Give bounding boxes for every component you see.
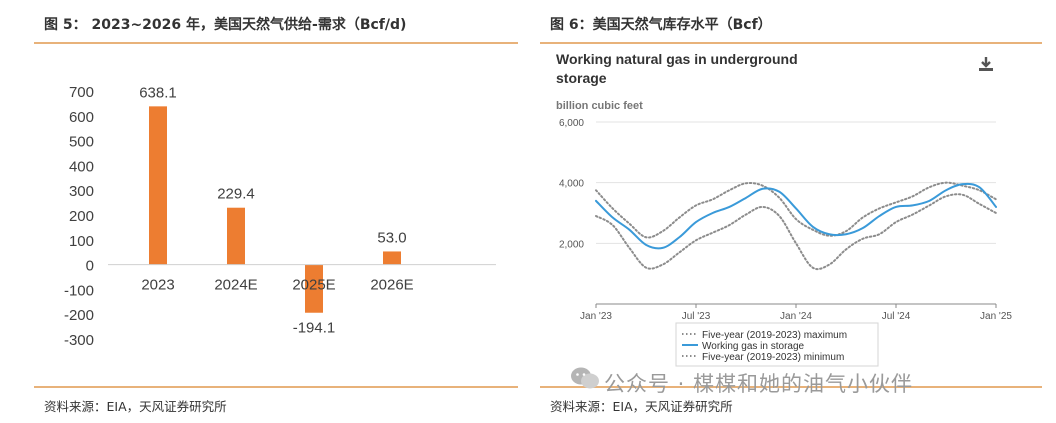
data-label: 229.4 [217, 186, 255, 203]
y-tick-label: 4,000 [559, 179, 584, 190]
series-line-2 [595, 193, 997, 271]
figure5-panel: 图 5： 2023~2026 年，美国天然气供给-需求（Bcf/d) 700 60… [34, 17, 518, 414]
y-tick-label: 0 [86, 258, 94, 275]
figure5-bar-chart: 700 600 500 400 300 200 100 0 -100 -200 -300 638.1 2… [64, 84, 496, 349]
figure6-line-chart: Working natural gas in underground storag… [556, 51, 1012, 367]
y-tick-label: 600 [69, 109, 94, 126]
bar-2024E [227, 207, 245, 265]
y-tick-label: 2,000 [559, 239, 584, 250]
y-tick-label: 200 [69, 208, 94, 225]
data-label: 53.0 [377, 229, 406, 246]
y-tick-label: 700 [69, 84, 94, 101]
x-tick-label: Jul '24 [882, 311, 911, 322]
x-tick-label: Jul '23 [682, 311, 711, 322]
x-tick-label: 2023 [141, 277, 174, 294]
x-tick-label: Jan '24 [780, 311, 812, 322]
figure6-source: 资料来源：EIA，天风证券研究所 [550, 399, 733, 414]
x-tick-label: 2024E [214, 277, 257, 294]
figure6-title: 图 6：美国天然气库存水平（Bcf） [550, 17, 772, 33]
x-tick-label: Jan '25 [980, 311, 1012, 322]
x-tick-label: Jan '23 [580, 311, 612, 322]
y-tick-label: 500 [69, 134, 94, 151]
legend-label: Five-year (2019-2023) maximum [702, 330, 847, 341]
y-tick-label: 100 [69, 233, 94, 250]
figure6-panel: 图 6：美国天然气库存水平（Bcf） Working natural gas i… [528, 0, 1056, 423]
figure6-top-rule [540, 42, 1042, 44]
y-axis-label: billion cubic feet [556, 100, 643, 112]
watermark: 公众号 · 楳楳和她的油气小伙伴 [604, 372, 914, 396]
figure5-source: 资料来源：EIA，天风证券研究所 [44, 399, 227, 414]
legend-box [675, 322, 879, 367]
y-tick-label: 300 [69, 183, 94, 200]
y-tick-label: 400 [69, 158, 94, 175]
data-label: 638.1 [139, 84, 177, 101]
x-tick-label: 2026E [370, 277, 413, 294]
data-label: -194.1 [293, 320, 336, 337]
y-tick-label: -100 [64, 282, 94, 299]
legend-label: Working gas in storage [702, 341, 805, 352]
bar-2025E [305, 264, 323, 313]
wechat-icon [571, 367, 599, 389]
legend-label: Five-year (2019-2023) minimum [702, 352, 844, 363]
series-line-0 [595, 181, 997, 239]
figure5-bottom-rule [34, 386, 518, 388]
figure5-title: 图 5： 2023~2026 年，美国天然气供给-需求（Bcf/d) [44, 17, 407, 33]
y-tick-label: -200 [64, 307, 94, 324]
download-icon[interactable] [976, 54, 996, 74]
y-tick-label: -300 [64, 332, 94, 349]
figure6-bottom-rule [540, 386, 1042, 388]
series-line-1 [595, 182, 997, 250]
figure5-top-rule [34, 42, 518, 44]
y-tick-label: 6,000 [559, 118, 584, 129]
bar-2023 [149, 106, 167, 265]
x-tick-label: 2025E [292, 277, 335, 294]
bar-2026E [383, 251, 401, 265]
chart-title-line: storage [556, 70, 607, 86]
chart-title-line: Working natural gas in underground [556, 51, 798, 67]
